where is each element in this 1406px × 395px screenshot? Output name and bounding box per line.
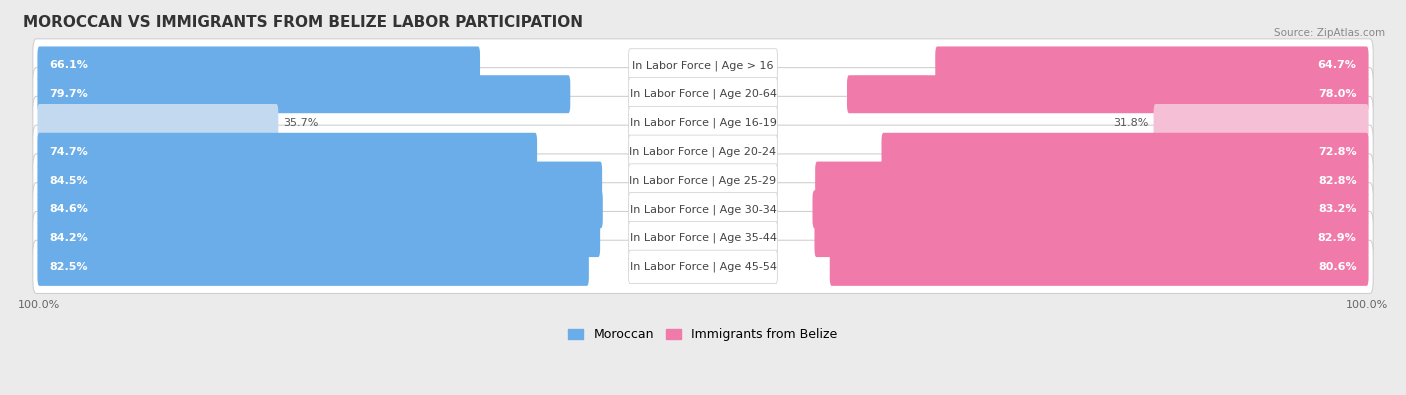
FancyBboxPatch shape	[628, 49, 778, 82]
FancyBboxPatch shape	[628, 222, 778, 255]
Text: 84.5%: 84.5%	[49, 175, 89, 186]
FancyBboxPatch shape	[32, 240, 1374, 293]
FancyBboxPatch shape	[32, 68, 1374, 121]
FancyBboxPatch shape	[815, 162, 1368, 199]
Text: MOROCCAN VS IMMIGRANTS FROM BELIZE LABOR PARTICIPATION: MOROCCAN VS IMMIGRANTS FROM BELIZE LABOR…	[22, 15, 583, 30]
Text: 35.7%: 35.7%	[283, 118, 318, 128]
FancyBboxPatch shape	[813, 190, 1368, 228]
FancyBboxPatch shape	[882, 133, 1368, 171]
FancyBboxPatch shape	[38, 75, 571, 113]
FancyBboxPatch shape	[32, 211, 1374, 265]
FancyBboxPatch shape	[935, 47, 1368, 85]
FancyBboxPatch shape	[846, 75, 1368, 113]
Text: In Labor Force | Age > 16: In Labor Force | Age > 16	[633, 60, 773, 71]
Text: 84.2%: 84.2%	[49, 233, 89, 243]
FancyBboxPatch shape	[32, 125, 1374, 179]
Text: 74.7%: 74.7%	[49, 147, 89, 157]
Text: 84.6%: 84.6%	[49, 204, 89, 214]
FancyBboxPatch shape	[628, 77, 778, 111]
FancyBboxPatch shape	[32, 183, 1374, 236]
FancyBboxPatch shape	[32, 96, 1374, 150]
Legend: Moroccan, Immigrants from Belize: Moroccan, Immigrants from Belize	[564, 323, 842, 346]
FancyBboxPatch shape	[32, 154, 1374, 207]
Text: In Labor Force | Age 35-44: In Labor Force | Age 35-44	[630, 233, 776, 243]
Text: 72.8%: 72.8%	[1317, 147, 1357, 157]
FancyBboxPatch shape	[38, 133, 537, 171]
FancyBboxPatch shape	[38, 162, 602, 199]
FancyBboxPatch shape	[814, 219, 1368, 257]
FancyBboxPatch shape	[628, 164, 778, 197]
Text: Source: ZipAtlas.com: Source: ZipAtlas.com	[1274, 28, 1385, 38]
FancyBboxPatch shape	[38, 219, 600, 257]
FancyBboxPatch shape	[1153, 104, 1368, 142]
FancyBboxPatch shape	[628, 250, 778, 284]
FancyBboxPatch shape	[628, 135, 778, 168]
Text: In Labor Force | Age 16-19: In Labor Force | Age 16-19	[630, 118, 776, 128]
Text: In Labor Force | Age 20-24: In Labor Force | Age 20-24	[630, 147, 776, 157]
FancyBboxPatch shape	[628, 193, 778, 226]
FancyBboxPatch shape	[38, 104, 278, 142]
Text: 66.1%: 66.1%	[49, 60, 89, 70]
FancyBboxPatch shape	[38, 190, 603, 228]
Text: In Labor Force | Age 20-64: In Labor Force | Age 20-64	[630, 89, 776, 100]
Text: 82.5%: 82.5%	[49, 262, 89, 272]
Text: In Labor Force | Age 25-29: In Labor Force | Age 25-29	[630, 175, 776, 186]
FancyBboxPatch shape	[38, 248, 589, 286]
Text: 31.8%: 31.8%	[1114, 118, 1149, 128]
Text: In Labor Force | Age 30-34: In Labor Force | Age 30-34	[630, 204, 776, 214]
Text: 64.7%: 64.7%	[1317, 60, 1357, 70]
FancyBboxPatch shape	[32, 39, 1374, 92]
Text: 80.6%: 80.6%	[1317, 262, 1357, 272]
FancyBboxPatch shape	[830, 248, 1368, 286]
Text: 82.8%: 82.8%	[1317, 175, 1357, 186]
Text: 78.0%: 78.0%	[1317, 89, 1357, 99]
FancyBboxPatch shape	[38, 47, 479, 85]
Text: In Labor Force | Age 45-54: In Labor Force | Age 45-54	[630, 261, 776, 272]
FancyBboxPatch shape	[628, 106, 778, 140]
Text: 82.9%: 82.9%	[1317, 233, 1357, 243]
Text: 83.2%: 83.2%	[1317, 204, 1357, 214]
Text: 79.7%: 79.7%	[49, 89, 89, 99]
